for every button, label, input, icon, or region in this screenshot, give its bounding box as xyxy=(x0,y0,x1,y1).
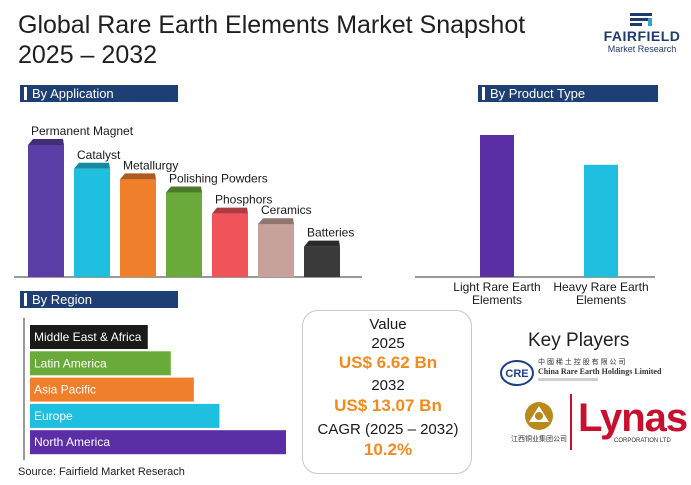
application-label-metallurgy: Metallurgy xyxy=(123,158,178,172)
fairfield-logo: FAIRFIELD Market Research xyxy=(598,10,686,58)
region-bar-europe xyxy=(30,403,220,428)
cagr-label: CAGR (2025 – 2032) xyxy=(317,421,459,438)
jiangxi-name: 江西铜业集团公司 xyxy=(511,436,567,443)
application-bar-permanent-magnet xyxy=(28,145,64,277)
application-bar-polishing-powders xyxy=(166,192,202,277)
lynas-divider xyxy=(570,394,572,450)
region-bar-middle-east-africa xyxy=(30,325,148,349)
application-bar-cap-metallurgy xyxy=(120,173,156,180)
application-bar-phosphors xyxy=(212,213,248,277)
value-year-2025: 2025 xyxy=(371,335,405,352)
region-label-latin-america: Latin America xyxy=(34,356,107,370)
cre-fine-print xyxy=(538,378,598,381)
lynas-logo: Lynas xyxy=(578,396,688,440)
product-type-chart: Light Rare Earth Elements Heavy Rare Earth… xyxy=(415,135,655,307)
application-label-catalyst: Catalyst xyxy=(77,148,121,162)
logo-word: FAIRFIELD xyxy=(603,28,681,44)
region-label-middle-east-africa: Middle East & Africa xyxy=(34,330,142,344)
region-label-asia-pacific: Asia Pacific xyxy=(34,383,96,397)
product-label-light-rare-earth-elements: Light Rare Earth Elements xyxy=(453,280,540,307)
jiangxi-emblem-icon xyxy=(525,402,553,430)
application-bar-catalyst xyxy=(74,168,110,277)
application-bar-cap-ceramics xyxy=(258,218,294,225)
application-bar-cap-catalyst xyxy=(74,162,110,169)
application-label-batteries: Batteries xyxy=(307,226,354,240)
application-bar-cap-batteries xyxy=(304,240,340,247)
key-players-title: Key Players xyxy=(528,330,630,351)
application-chart: Permanent Magnet CatalystMetallurgyPolish… xyxy=(14,124,362,278)
application-bar-cap-permanent-magnet xyxy=(28,139,64,145)
product-label-heavy-rare-earth-elements: Heavy Rare Earth Elements xyxy=(553,280,648,307)
application-bar-cap-polishing-powders xyxy=(166,186,202,193)
product-bar-light-rare-earth-elements xyxy=(480,135,514,277)
section-header-application: By Application xyxy=(20,85,178,102)
region-bar-north-america xyxy=(30,430,286,455)
value-label: Value xyxy=(369,316,407,333)
title-line-2: 2025 – 2032 xyxy=(18,41,158,69)
cre-logo: CRE 中 國 稀 土 控 股 有 限 公 司 China Rare Earth… xyxy=(500,357,685,389)
value-year-2032: 2032 xyxy=(371,377,405,394)
application-label-polishing-powders: Polishing Powders xyxy=(169,172,268,186)
application-bar-cap-phosphors xyxy=(212,207,248,214)
value-2032: US$ 13.07 Bn xyxy=(334,396,442,415)
cre-english-name: China Rare Earth Holdings Limited xyxy=(538,367,662,376)
market-value-panel: Value 2025 US$ 6.62 Bn 2032 US$ 13.07 Bn… xyxy=(302,310,472,474)
application-bar-ceramics xyxy=(258,224,294,277)
title-line-1: Global Rare Earth Elements Market Snapsh… xyxy=(18,11,526,39)
value-2025: US$ 6.62 Bn xyxy=(338,353,438,372)
application-bar-batteries xyxy=(304,246,340,277)
section-header-product-type: By Product Type xyxy=(478,85,658,102)
region-chart: Middle East & Africa Latin America Asia Pa… xyxy=(23,318,286,460)
application-label-permanent-magnet: Permanent Magnet xyxy=(31,124,134,138)
region-bar-asia-pacific xyxy=(30,377,194,402)
cagr-value: 10.2% xyxy=(363,440,413,459)
application-label-ceramics: Ceramics xyxy=(261,203,312,217)
region-bar-latin-america xyxy=(30,351,171,376)
application-bar-metallurgy xyxy=(120,179,156,277)
lynas-subtitle: CORPORATION LTD xyxy=(614,438,671,444)
source-note: Source: Fairfield Market Reserach xyxy=(18,466,185,478)
region-label-europe: Europe xyxy=(34,409,73,423)
application-label-phosphors: Phosphors xyxy=(215,193,272,207)
logo-mark-icon xyxy=(630,13,652,26)
cre-emblem-icon: CRE xyxy=(500,360,534,386)
svg-text:CRE: CRE xyxy=(505,368,528,380)
product-bar-heavy-rare-earth-elements xyxy=(584,164,618,277)
logo-subtitle: Market Research xyxy=(607,44,677,54)
region-label-north-america: North America xyxy=(34,435,110,449)
page-title: Global Rare Earth Elements Market Snapsh… xyxy=(18,10,578,70)
jiangxi-copper-logo: 江西铜业集团公司 xyxy=(506,400,572,446)
cre-chinese-name: 中 國 稀 土 控 股 有 限 公 司 xyxy=(538,359,626,366)
section-header-region: By Region xyxy=(20,291,178,308)
